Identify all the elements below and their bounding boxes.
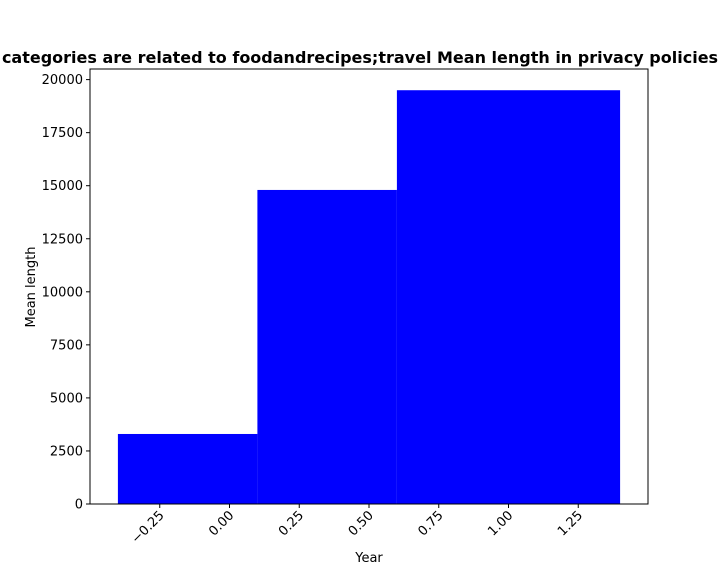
x-tick-label: 0.50 [346, 508, 377, 539]
x-tick-label: −0.25 [129, 508, 168, 547]
y-tick-label: 7500 [50, 338, 83, 353]
bar-2 [396, 90, 621, 504]
x-tick-label: 0.25 [276, 508, 307, 539]
x-tick-label: 1.00 [485, 508, 516, 539]
y-axis-label: Mean length [24, 247, 39, 328]
y-axis: 0 2500 5000 7500 10000 12500 15000 17500 20000 [42, 73, 90, 513]
y-tick-label: 5000 [50, 391, 83, 406]
y-tick-label: 0 [75, 498, 83, 513]
y-tick-label: 12500 [42, 232, 83, 247]
bar-1 [257, 189, 397, 504]
x-tick-label: 1.25 [555, 508, 586, 539]
x-axis-label: Year [354, 551, 383, 566]
chart-title: categories are related to foodandrecipes… [2, 48, 718, 67]
y-tick-label: 2500 [50, 444, 83, 459]
x-tick-label: 0.00 [206, 508, 237, 539]
y-tick-label: 17500 [42, 126, 83, 141]
x-tick-label: 0.75 [415, 508, 446, 539]
x-axis: −0.25 0.00 0.25 0.50 0.75 1.00 1.25 [129, 504, 586, 547]
bars-group [117, 90, 621, 504]
y-tick-label: 10000 [42, 285, 83, 300]
y-tick-label: 15000 [42, 179, 83, 194]
bar-0 [117, 433, 258, 504]
y-tick-label: 20000 [42, 73, 83, 88]
